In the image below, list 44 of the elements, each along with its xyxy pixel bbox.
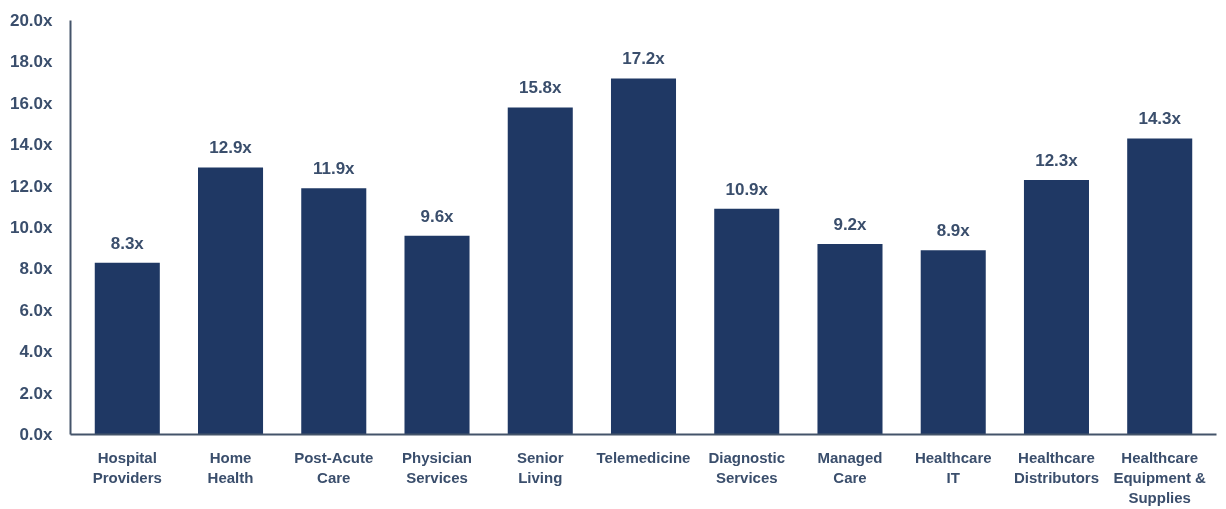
x-tick-label: Managed Care bbox=[817, 448, 883, 486]
y-tick-label: 0.0x bbox=[19, 425, 54, 444]
bar bbox=[198, 167, 264, 435]
data-label: 17.2x bbox=[622, 49, 666, 69]
y-tick-label: 18.0x bbox=[9, 52, 54, 72]
x-tick-label: Healthcare IT bbox=[914, 448, 992, 486]
y-tick-label: 8.0x bbox=[19, 259, 54, 279]
y-tick-label: 4.0x bbox=[19, 342, 54, 362]
bar bbox=[301, 188, 367, 435]
bar bbox=[610, 78, 677, 435]
bar bbox=[817, 244, 883, 435]
x-tick-label: Senior Living bbox=[516, 448, 564, 486]
y-tick-label: 20.0x bbox=[9, 11, 54, 30]
y-tick-label: 6.0x bbox=[19, 300, 54, 320]
data-label: 10.9x bbox=[725, 179, 769, 199]
x-tick-label: Healthcare Equipment & Supplies bbox=[1113, 448, 1207, 507]
data-label: 14.3x bbox=[1138, 109, 1182, 129]
x-tick-label: Post-Acute Care bbox=[294, 448, 374, 486]
y-tick-label: 2.0x bbox=[19, 383, 54, 403]
bar bbox=[404, 235, 470, 435]
data-label: 11.9x bbox=[312, 159, 356, 179]
x-tick-label: Physician Services bbox=[402, 448, 473, 486]
x-tick-label: Hospital Providers bbox=[92, 448, 162, 486]
bar bbox=[714, 208, 780, 435]
bar bbox=[94, 262, 160, 435]
bar bbox=[1023, 179, 1089, 435]
data-label: 8.3x bbox=[110, 233, 145, 253]
x-tick-label: Diagnostic Services bbox=[708, 448, 786, 486]
y-tick-label: 16.0x bbox=[9, 93, 54, 113]
x-tick-label: Home Health bbox=[207, 448, 254, 486]
y-tick-label: 14.0x bbox=[9, 135, 54, 155]
x-tick-label: Healthcare Distributors bbox=[1013, 448, 1099, 486]
data-label: 12.3x bbox=[1035, 150, 1079, 170]
y-tick-label: 10.0x bbox=[9, 218, 54, 237]
bar bbox=[1127, 138, 1193, 435]
y-tick-label: 12.0x bbox=[9, 176, 54, 196]
data-label: 12.9x bbox=[209, 138, 253, 158]
data-label: 15.8x bbox=[518, 78, 563, 98]
data-label: 9.6x bbox=[420, 206, 455, 226]
x-tick-label: Telemedicine bbox=[596, 448, 691, 466]
bar bbox=[507, 107, 573, 435]
bar bbox=[920, 250, 986, 435]
data-label: 9.2x bbox=[833, 215, 868, 235]
data-label: 8.9x bbox=[936, 221, 971, 241]
